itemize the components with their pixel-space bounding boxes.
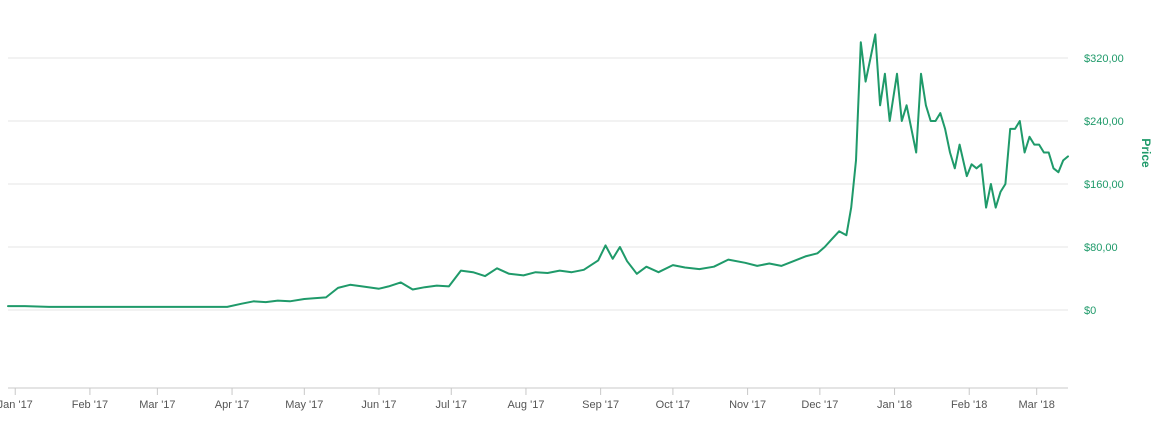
x-tick-label: Oct '17 xyxy=(656,399,691,411)
y-tick-label: $80,00 xyxy=(1084,242,1118,254)
x-tick-label: Jan '17 xyxy=(0,399,33,411)
y-tick-label: $320,00 xyxy=(1084,53,1124,65)
y-tick-label: $160,00 xyxy=(1084,179,1124,191)
series-layer xyxy=(7,33,1069,308)
x-tick-label: Mar '18 xyxy=(1019,399,1055,411)
y-tick-label: $240,00 xyxy=(1084,116,1124,128)
x-tick-label: Feb '17 xyxy=(72,399,108,411)
grid-lines xyxy=(8,57,1068,311)
price-series-line xyxy=(7,33,1069,308)
x-axis: Jan '17 Feb '17 Mar '17 Apr '17 May '17 Jun '… xyxy=(0,387,1068,411)
x-tick-label: Feb '18 xyxy=(951,399,987,411)
x-tick-label: Apr '17 xyxy=(215,399,250,411)
y-tick-label: $0 xyxy=(1084,305,1096,317)
x-tick-label: Jan '18 xyxy=(877,399,912,411)
x-tick-label: Aug '17 xyxy=(507,399,544,411)
x-tick-label: Nov '17 xyxy=(729,399,766,411)
x-tick-label: May '17 xyxy=(285,399,323,411)
y-axis: $0 $80,00 $160,00 $240,00 $320,00 xyxy=(1084,53,1124,317)
x-tick-label: Mar '17 xyxy=(139,399,175,411)
y-axis-title: Price xyxy=(1139,138,1153,168)
x-tick-label: Jun '17 xyxy=(361,399,396,411)
x-tick-label: Jul '17 xyxy=(436,399,467,411)
x-tick-label: Sep '17 xyxy=(582,399,619,411)
x-tick-label: Dec '17 xyxy=(801,399,838,411)
